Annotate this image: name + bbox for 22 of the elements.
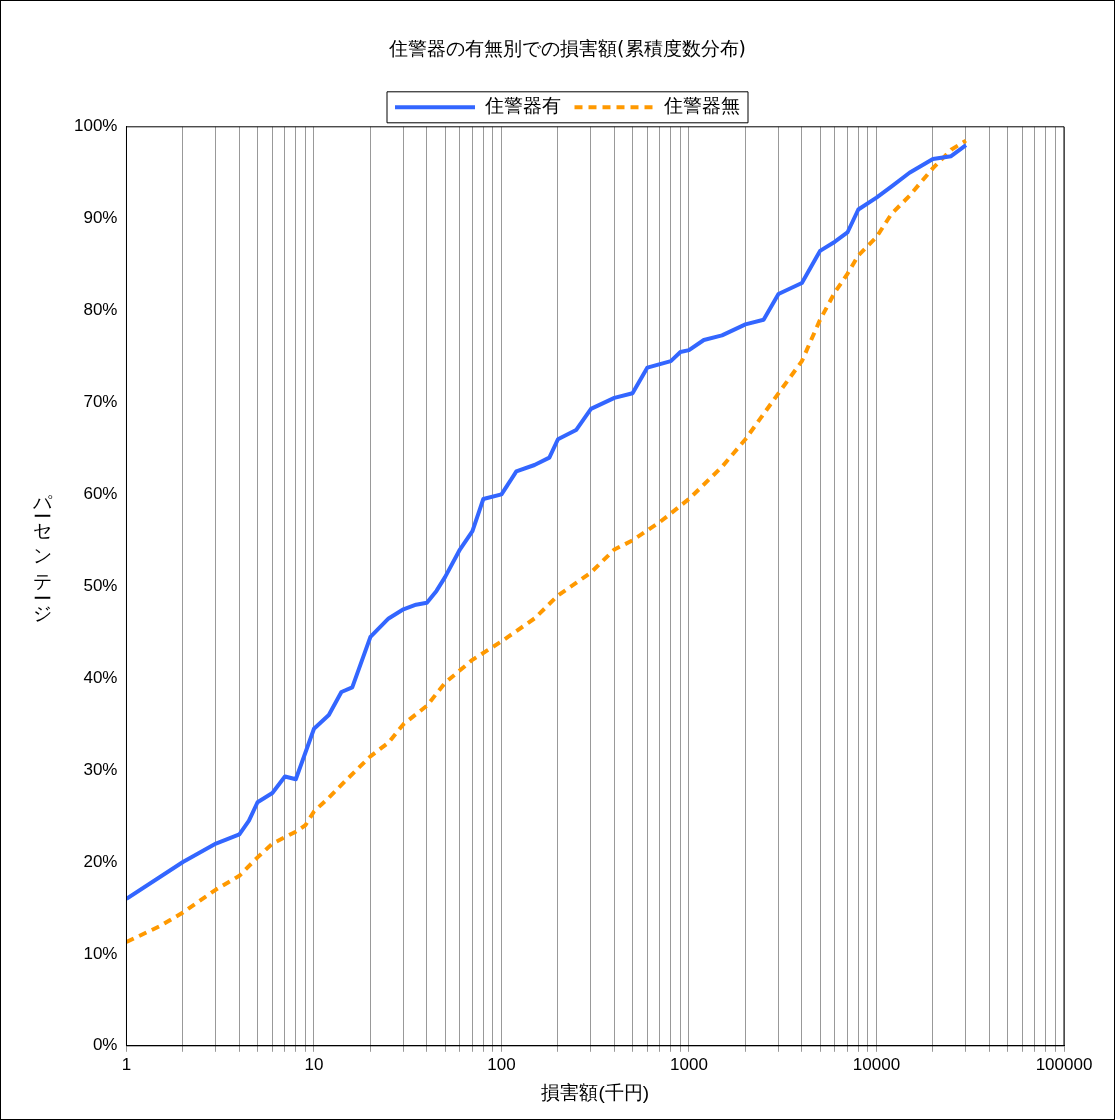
y-tick-label: 30% [83,759,118,779]
y-tick-label: 60% [83,484,118,504]
y-tick-label: 70% [83,392,118,412]
legend-label: 住警器有 [483,94,561,117]
x-tick-label: 10000 [852,1054,901,1074]
y-tick-label: 100% [74,116,118,136]
y-tick-label: 50% [83,575,118,595]
y-tick-label: 90% [83,208,118,228]
legend-label: 住警器無 [663,94,740,117]
y-tick-label: 10% [83,943,118,963]
y-tick-label: 80% [83,300,118,320]
x-tick-label: 10 [304,1054,324,1074]
y-tick-label: 40% [83,667,118,687]
y-tick-label: 20% [83,851,118,871]
x-axis-title: 損害額(千円) [541,1081,650,1103]
x-tick-label: 1 [121,1054,132,1074]
x-tick-label: 1000 [670,1054,708,1074]
x-tick-label: 100000 [1035,1054,1093,1074]
y-axis-title: パーセンテージ [32,481,56,618]
chart-title: 住警器の有無別での損害額(累積度数分布) [388,37,746,60]
x-tick-label: 100 [487,1054,516,1074]
y-tick-label: 0% [92,1035,118,1055]
